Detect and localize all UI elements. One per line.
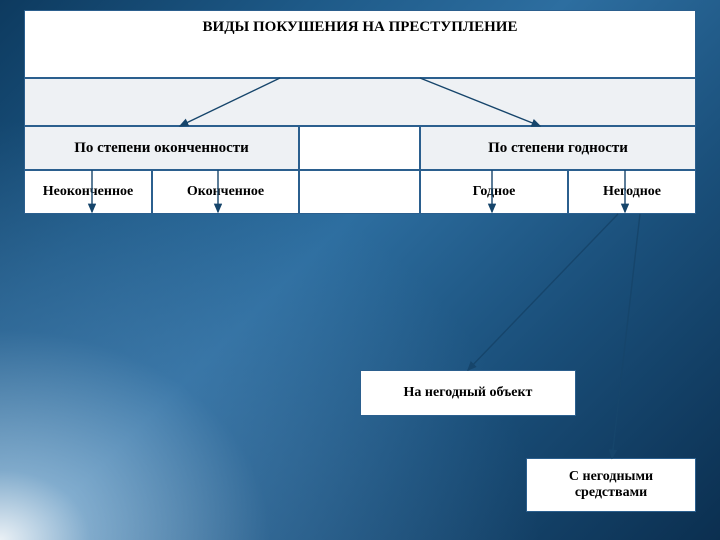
title-box: ВИДЫ ПОКУШЕНИЯ НА ПРЕСТУПЛЕНИЕ xyxy=(24,10,696,78)
title-text: ВИДЫ ПОКУШЕНИЯ НА ПРЕСТУПЛЕНИЕ xyxy=(203,19,518,36)
mid-l2-spacer xyxy=(299,126,420,170)
left-branch-label: По степени оконченности xyxy=(74,140,249,157)
right-branch-box: По степени годности xyxy=(420,126,696,170)
leaf-okonchennoe-text: Оконченное xyxy=(187,184,264,200)
left-branch-box: По степени оконченности xyxy=(24,126,299,170)
leaf-okonchennoe: Оконченное xyxy=(152,170,299,214)
diagram-canvas: ВИДЫ ПОКУШЕНИЯ НА ПРЕСТУПЛЕНИЕ По степен… xyxy=(0,0,720,540)
right-branch-label: По степени годности xyxy=(488,140,628,157)
leaf-neokonchennoe-text: Неоконченное xyxy=(43,184,134,200)
leaf-godnoe-text: Годное xyxy=(473,184,516,200)
leaf-godnoe: Годное xyxy=(420,170,568,214)
leaf-mid-spacer xyxy=(299,170,420,214)
spacer-row xyxy=(24,78,696,126)
leaf-negodnoe-text: Негодное xyxy=(603,184,661,200)
sub-negodnyy-obekt: На негодный объект xyxy=(360,370,576,416)
sub-negodnye-sredstva: С негодными средствами xyxy=(526,458,696,512)
sub-negodnye-sredstva-text: С негодными средствами xyxy=(533,469,689,501)
sub-negodnyy-obekt-text: На негодный объект xyxy=(404,385,533,401)
leaf-neokonchennoe: Неоконченное xyxy=(24,170,152,214)
leaf-negodnoe: Негодное xyxy=(568,170,696,214)
